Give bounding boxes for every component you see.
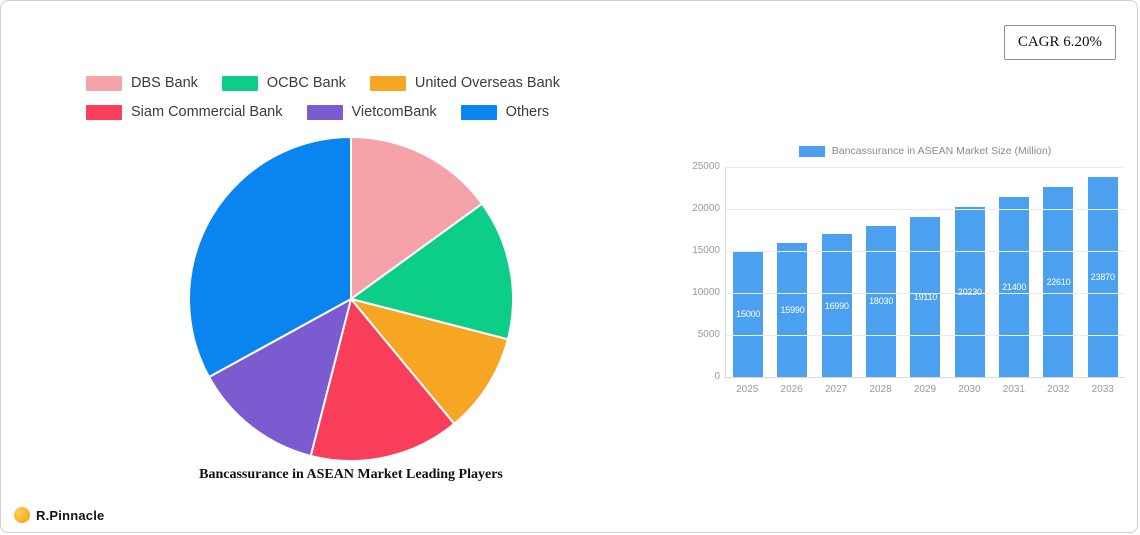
bar-slot-2026: 15990: [770, 167, 814, 377]
pie-slice-vietcombank[interactable]: [208, 298, 352, 457]
bar-slot-2025: 15000: [726, 167, 770, 377]
legend-swatch-vietcombank: [306, 104, 343, 120]
legend-label: OCBC Bank: [266, 75, 346, 91]
bar-2028[interactable]: 18030: [866, 225, 897, 377]
bar-value-label: 21400: [1002, 282, 1027, 293]
y-tick-label: 0: [714, 371, 720, 382]
pie-title: Bancassurance in ASEAN Market Leading Pl…: [199, 467, 503, 482]
pie-slice-dbs-bank[interactable]: [350, 136, 484, 300]
bar-value-label: 18030: [869, 296, 894, 307]
bar-2030[interactable]: 20230: [954, 207, 985, 377]
bar-2025[interactable]: 15000: [733, 251, 764, 377]
pie-slice-ocbc-bank[interactable]: [350, 202, 514, 341]
pie-chart: [188, 136, 514, 462]
x-tick-label-2033: 2033: [1091, 384, 1114, 395]
bar-slot-2027: 16990: [815, 167, 859, 377]
bar-slot-2028: 18030: [859, 167, 903, 377]
bar-value-label: 23870: [1090, 271, 1115, 282]
gridline: [726, 293, 1125, 294]
bar-2029[interactable]: 19110: [910, 216, 941, 377]
pie-legend-item-united-overseas-bank[interactable]: United Overseas Bank: [369, 75, 560, 91]
y-tick-label: 20000: [692, 203, 720, 214]
legend-swatch-dbs-bank: [86, 75, 122, 91]
pie-legend-item-others[interactable]: Others: [460, 104, 550, 120]
bar-2026[interactable]: 15990: [777, 242, 808, 377]
legend-swatch-united-overseas-bank: [369, 75, 406, 91]
legend-label: Others: [505, 104, 550, 120]
gridline: [726, 167, 1125, 168]
pie-legend-item-vietcombank[interactable]: VietcomBank: [306, 104, 437, 120]
gridline: [726, 251, 1125, 252]
legend-label: DBS Bank: [131, 75, 198, 91]
cagr-badge: CAGR 6.20%: [1003, 25, 1116, 60]
bar-value-label: 22610: [1046, 277, 1071, 288]
x-tick-label-2026: 2026: [780, 384, 803, 395]
pie-slice-siam-commercial-bank[interactable]: [309, 298, 456, 462]
legend-swatch-ocbc-bank: [221, 75, 258, 91]
x-tick-label-2031: 2031: [1002, 384, 1025, 395]
x-tick-label-2028: 2028: [869, 384, 892, 395]
gridline: [726, 335, 1125, 336]
bar-2027[interactable]: 16990: [821, 234, 852, 377]
x-tick-label-2029: 2029: [913, 384, 937, 395]
x-axis-labels: 2025 2026 2027 2028 2029 2030 2031 2032 2033: [725, 378, 1125, 395]
legend-label: United Overseas Bank: [414, 75, 560, 91]
bar-2032[interactable]: 22610: [1043, 187, 1074, 377]
brand-name: R.Pinnacle: [36, 507, 105, 523]
pie-legend-item-dbs-bank[interactable]: DBS Bank: [86, 75, 198, 91]
x-tick-label-2030: 2030: [958, 384, 981, 395]
x-tick-label-2032: 2032: [1047, 384, 1070, 395]
bar-chart: 15000 15990 16990 18030 19110 20230 21400 22610…: [692, 161, 1125, 382]
legend-label: Siam Commercial Bank: [131, 104, 283, 120]
bars-row: 15000 15990 16990 18030 19110 20230 21400 22610…: [726, 167, 1125, 377]
pinnacle-logo-icon: [14, 507, 30, 523]
pie-slice-united-overseas-bank[interactable]: [350, 298, 509, 425]
pie-slice-others[interactable]: [188, 136, 352, 379]
bar-chart-panel: Bancassurance in ASEAN Market Size (Mill…: [687, 145, 1125, 395]
brand-footer: R.Pinnacle: [14, 507, 104, 523]
pie-legend: DBS Bank OCBC Bank United Overseas Bank Sia…: [86, 75, 661, 120]
bar-slot-2032: 22610: [1036, 167, 1080, 377]
pie-legend-item-siam-commercial-bank[interactable]: Siam Commercial Bank: [86, 104, 283, 120]
y-tick-label: 5000: [697, 329, 720, 340]
y-tick-label: 10000: [692, 287, 720, 298]
bar-value-label: 19110: [913, 291, 938, 302]
gridline: [726, 209, 1125, 210]
bar-legend-label: Bancassurance in ASEAN Market Size (Mill…: [831, 145, 1052, 157]
bar-legend[interactable]: Bancassurance in ASEAN Market Size (Mill…: [725, 145, 1125, 157]
bar-slot-2031: 21400: [992, 167, 1036, 377]
x-tick-label-2027: 2027: [824, 384, 848, 395]
bar-legend-swatch: [798, 145, 825, 157]
bar-2033[interactable]: 23870: [1087, 176, 1118, 377]
bar-slot-2033: 23870: [1081, 167, 1125, 377]
bar-2031[interactable]: 21400: [999, 197, 1030, 377]
legend-label: VietcomBank: [351, 104, 437, 120]
y-tick-label: 25000: [692, 161, 720, 172]
y-tick-label: 15000: [692, 245, 720, 256]
pie-legend-item-ocbc-bank[interactable]: OCBC Bank: [221, 75, 346, 91]
x-tick-label-2025: 2025: [736, 384, 759, 395]
bar-slot-2029: 19110: [903, 167, 947, 377]
bar-value-label: 16990: [824, 300, 849, 311]
legend-swatch-siam-commercial-bank: [86, 104, 122, 120]
bar-value-label: 15000: [736, 309, 761, 319]
legend-swatch-others: [460, 104, 497, 120]
bar-value-label: 20230: [958, 287, 982, 297]
bar-value-label: 15990: [780, 304, 805, 315]
bar-slot-2030: 20230: [948, 167, 992, 377]
